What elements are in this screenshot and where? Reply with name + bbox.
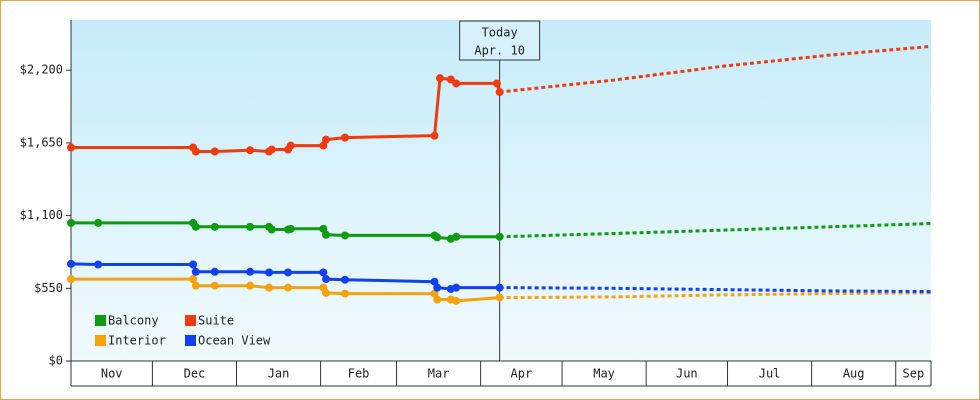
forecast-line (499, 44, 932, 94)
today-date: Apr. 10 (474, 44, 525, 58)
price-point (284, 268, 293, 277)
price-point (495, 283, 504, 292)
price-point (94, 260, 103, 269)
price-point (265, 268, 274, 277)
x-tick-label: Mar (428, 367, 450, 381)
forecast-line (499, 291, 932, 300)
forecast-line (499, 222, 932, 239)
legend-label: Balcony (108, 314, 159, 328)
price-point (267, 145, 276, 154)
price-point (94, 218, 103, 227)
x-tick-label: Sep (903, 367, 925, 381)
x-tick-label: Feb (348, 367, 370, 381)
price-point (430, 131, 439, 140)
y-tick-label: $550 (34, 281, 63, 295)
price-point (246, 222, 255, 231)
price-point (495, 232, 504, 241)
price-point (452, 283, 461, 292)
x-tick-label: Jul (759, 367, 781, 381)
price-point (492, 79, 501, 88)
price-point (341, 133, 350, 142)
x-tick-label: Dec (184, 367, 206, 381)
price-point (319, 141, 328, 150)
price-point (210, 222, 219, 231)
price-point (286, 224, 295, 233)
x-tick-label: Jan (268, 367, 290, 381)
forecast-line (499, 286, 932, 294)
price-point (341, 231, 350, 240)
price-point (430, 289, 439, 298)
price-point (322, 135, 331, 144)
price-point (341, 275, 350, 284)
y-tick-label: $1,100 (20, 208, 63, 222)
price-point (435, 74, 444, 83)
price-point (210, 281, 219, 290)
price-point (210, 267, 219, 276)
price-point (191, 267, 200, 276)
price-point (189, 275, 198, 284)
x-tick-label: Nov (101, 367, 123, 381)
price-point (265, 283, 274, 292)
x-tick-label: Jun (676, 367, 698, 381)
price-point (433, 283, 442, 292)
price-point (341, 289, 350, 298)
legend-swatch (185, 335, 196, 346)
price-point (191, 281, 200, 290)
plot-area (71, 20, 931, 361)
x-tick-label: May (593, 367, 615, 381)
price-point (430, 277, 439, 286)
price-point (452, 296, 461, 305)
y-tick-label: $2,200 (20, 63, 63, 77)
price-point (322, 275, 331, 284)
price-point (67, 218, 75, 227)
legend-swatch (95, 315, 106, 326)
legend-label: Ocean View (198, 334, 271, 348)
price-point (267, 225, 276, 234)
price-point (67, 143, 75, 152)
legend-swatch (95, 335, 106, 346)
price-point (322, 230, 331, 239)
price-point (452, 232, 461, 241)
x-tick-label: Aug (843, 367, 865, 381)
legend-label: Interior (108, 334, 166, 348)
price-point (286, 141, 295, 150)
legend-label: Suite (198, 314, 234, 328)
price-point (246, 281, 255, 290)
y-tick-label: $1,650 (20, 135, 63, 149)
price-point (210, 147, 219, 156)
price-point (67, 275, 75, 284)
price-point (495, 293, 504, 302)
price-point (189, 260, 198, 269)
price-point (433, 233, 442, 242)
price-point (452, 79, 461, 88)
x-tick-label: Apr (511, 367, 533, 381)
price-point (495, 88, 504, 97)
today-box (459, 20, 541, 61)
price-point (319, 224, 328, 233)
price-point (67, 259, 75, 268)
price-point (284, 283, 293, 292)
today-title: Today (482, 26, 518, 40)
price-point (191, 147, 200, 156)
price-point (191, 222, 200, 231)
price-point (319, 268, 328, 277)
y-tick-label: $0 (49, 354, 63, 368)
price-point (322, 288, 331, 297)
price-point (246, 146, 255, 155)
price-point (246, 267, 255, 276)
legend-swatch (185, 315, 196, 326)
price-point (433, 295, 442, 304)
